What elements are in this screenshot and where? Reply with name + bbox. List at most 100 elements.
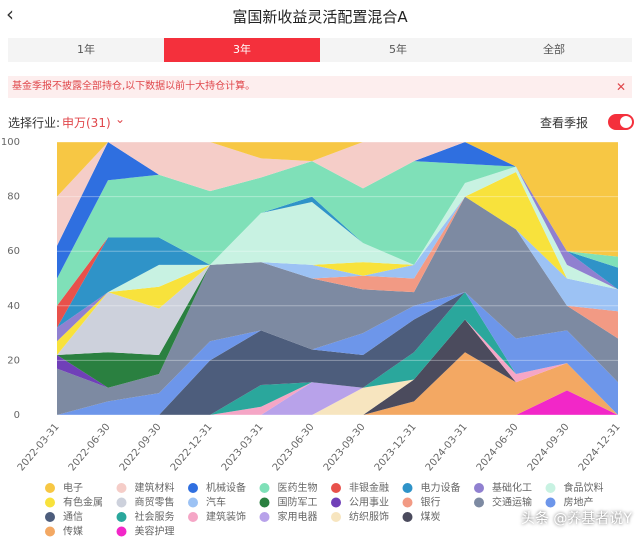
legend-label: 公用事业 (349, 496, 389, 509)
x-tick-label: 2023-12-31 (373, 422, 419, 474)
chevron: ⌄ (115, 112, 126, 126)
x-tick-label: 2022-12-31 (169, 422, 215, 474)
notice-text: 基金季报不披露全部持仓,以下数据以前十大持仓计算。 (12, 81, 256, 92)
legend-marker (116, 483, 127, 493)
watermark: 头条 @养基者说Y (520, 511, 632, 527)
area (57, 196, 618, 415)
x-tick-label: 2023-09-30 (322, 422, 368, 474)
legend-marker (45, 497, 55, 508)
legend-marker (45, 512, 55, 522)
area (57, 292, 618, 415)
legend-label: 电子 (63, 481, 83, 494)
legend-marker (331, 512, 341, 522)
area (57, 196, 618, 388)
legend-label: 建筑装饰 (206, 510, 246, 523)
y-tick-label: 80 (7, 192, 20, 203)
legend-marker (474, 483, 484, 493)
industry-selector[interactable]: 申万(31) (62, 116, 111, 130)
legend-marker (402, 483, 413, 493)
legend-marker (331, 483, 341, 493)
page-title: 富国新收益灵活配置混合A (232, 8, 408, 26)
area (57, 319, 618, 415)
legend-marker (188, 512, 198, 522)
legend-label: 美容护理 (135, 525, 175, 538)
legend-marker (116, 497, 127, 508)
area (57, 142, 618, 257)
legend-marker (188, 497, 198, 508)
legend-label: 医药生物 (278, 481, 318, 494)
legend-label: 建筑材料 (135, 481, 175, 494)
legend-label: 基础化工 (492, 481, 532, 494)
legend-label: 交通运输 (492, 496, 532, 509)
y-tick-label: 60 (7, 246, 20, 257)
toggle-switch[interactable] (608, 114, 634, 130)
legend-marker (188, 483, 198, 493)
area (57, 142, 618, 257)
legend-marker (402, 497, 413, 508)
legend-marker (545, 483, 556, 493)
tab[interactable]: 1年 (77, 43, 95, 56)
legend-label: 房地产 (564, 496, 594, 509)
legend-label: 煤炭 (421, 510, 441, 523)
legend-marker (45, 526, 55, 537)
area (57, 319, 618, 415)
notice-bar: 基金季报不披露全部持仓,以下数据以前十大持仓计算。 ✕ (8, 76, 632, 98)
legend-marker (402, 512, 413, 522)
legend-marker (259, 497, 270, 508)
tab-bar: 1年 3年 5年 全部 (8, 38, 632, 62)
tab[interactable]: 3年 (164, 38, 320, 62)
legend-label: 国防军工 (278, 496, 318, 509)
x-tick-label: 2024-12-31 (577, 422, 623, 474)
area (57, 196, 618, 355)
legend-marker (116, 526, 127, 537)
tab[interactable]: 5年 (389, 43, 407, 56)
legend-label: 银行 (421, 496, 441, 509)
x-tick-label: 2022-03-31 (16, 422, 62, 474)
area (57, 352, 618, 415)
area (57, 166, 618, 328)
legend-marker (116, 512, 127, 522)
legend-label: 汽车 (206, 496, 226, 509)
legend-label: 电力设备 (421, 481, 461, 494)
industry-label: 选择行业: (8, 116, 61, 130)
x-tick-label: 2023-03-31 (220, 422, 266, 474)
area (57, 319, 618, 415)
y-tick-label: 100 (1, 137, 20, 148)
area (57, 142, 618, 279)
x-tick-label: 2024-06-30 (475, 422, 521, 474)
legend-marker (545, 497, 556, 508)
back-button[interactable]: ‹ (6, 2, 14, 26)
y-tick-label: 0 (14, 410, 20, 421)
legend-label: 纺织服饰 (349, 510, 389, 523)
area (57, 292, 618, 415)
x-tick-label: 2023-06-30 (271, 422, 317, 474)
legend-label: 食品饮料 (564, 481, 604, 494)
area (57, 196, 618, 355)
legend-label: 商贸零售 (135, 496, 175, 509)
tab[interactable]: 全部 (543, 43, 565, 56)
legend-label: 机械设备 (206, 481, 246, 494)
x-tick-label: 2024-09-30 (526, 422, 572, 474)
legend-marker (474, 497, 484, 508)
legend-label: 通信 (63, 511, 83, 523)
legend-marker (259, 483, 270, 493)
area (57, 390, 618, 415)
x-tick-label: 2024-03-31 (424, 422, 470, 474)
area (57, 166, 618, 342)
legend-label: 社会服务 (135, 510, 175, 523)
legend-label: 非银金融 (349, 481, 389, 494)
legend-marker (331, 497, 341, 508)
y-tick-label: 20 (7, 355, 20, 366)
legend-label: 传媒 (63, 526, 83, 538)
x-tick-label: 2022-06-30 (67, 422, 113, 474)
legend-marker (259, 512, 270, 522)
legend-label: 家用电器 (278, 510, 318, 523)
chart: 0 20 40 60 80 100 2022-03-31 2022-06-30 2022-09-… (1, 137, 623, 538)
area (57, 161, 618, 306)
x-tick-label: 2022-09-30 (118, 422, 164, 474)
close-button[interactable]: ✕ (615, 80, 626, 94)
y-tick-label: 40 (7, 301, 20, 312)
toggle-label: 查看季报 (539, 116, 588, 130)
legend-marker (45, 483, 55, 493)
